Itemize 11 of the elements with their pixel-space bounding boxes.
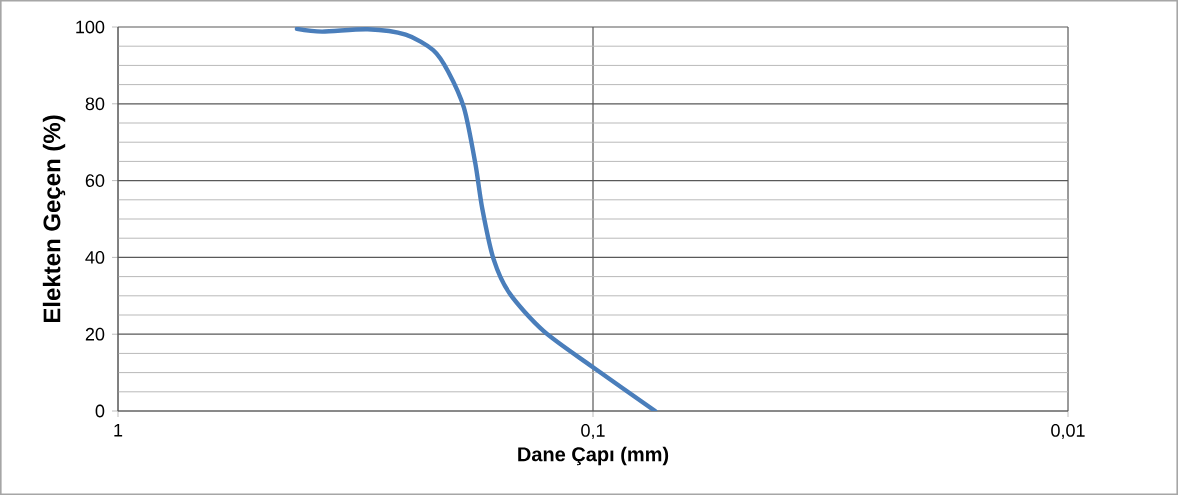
x-tick-label: 0,01 (1051, 424, 1085, 439)
y-axis-title: Elekten Geçen (%) (42, 115, 66, 323)
y-tick-label: 40 (85, 251, 105, 264)
x-tick-label: 0,1 (581, 424, 605, 439)
y-tick-label: 20 (85, 327, 105, 341)
y-tick-label: 60 (85, 174, 105, 187)
y-tick-label: 80 (85, 97, 105, 111)
y-tick-label: 100 (76, 20, 105, 34)
y-tick-label: 0 (95, 404, 105, 418)
x-axis-title: Dane Çapı (mm) (518, 446, 669, 466)
x-tick-label: 1 (114, 424, 123, 437)
